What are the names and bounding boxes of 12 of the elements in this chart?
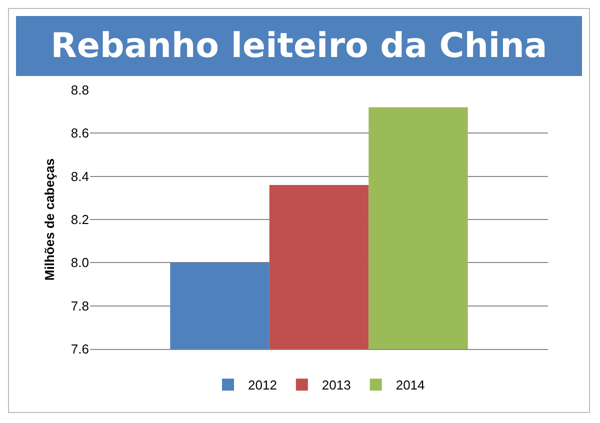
y-tick-label: 8.2 [70,212,89,228]
chart-title: Rebanho leiteiro da China [16,16,582,76]
y-tick-label: 8.8 [70,82,89,98]
y-tick-label: 8.0 [70,255,89,270]
y-tick-label: 8.4 [70,168,89,184]
y-tick-label: 7.8 [70,298,89,314]
y-tick-label: 7.6 [70,342,89,357]
y-tick-label: 8.6 [70,126,89,141]
y-axis-title: Milhões de cabeças [42,158,57,281]
legend-label: 2013 [322,378,351,393]
legend-label: 2014 [396,378,425,393]
legend-label: 2012 [248,378,277,393]
